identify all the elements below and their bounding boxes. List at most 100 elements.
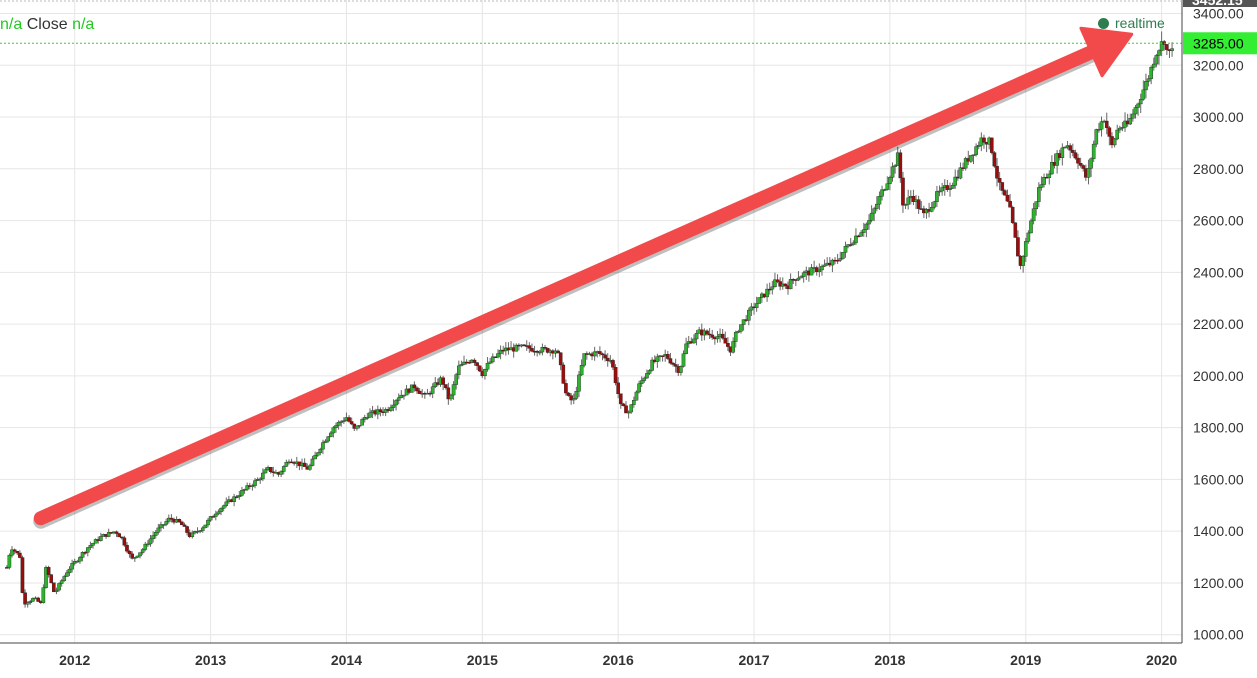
candle-down (558, 352, 563, 366)
candle-up (459, 364, 464, 367)
candle-up (809, 267, 814, 276)
candle-down (611, 360, 615, 368)
candle-up (200, 527, 205, 531)
candle-up (747, 309, 751, 321)
candle-down (1165, 44, 1169, 50)
candle-down (125, 544, 129, 552)
candle-up (1031, 208, 1036, 222)
candle-up (25, 602, 30, 605)
candle-down (997, 178, 1002, 183)
candle-up (1131, 113, 1135, 119)
candle-up (93, 539, 98, 544)
candle-down (347, 417, 351, 422)
candle-up (903, 204, 908, 206)
candle-down (472, 359, 477, 363)
candle-up (308, 465, 312, 470)
candle-up (245, 485, 249, 490)
candle-up (1159, 41, 1164, 51)
candle-up (571, 398, 576, 401)
candle-up (626, 411, 631, 414)
candle-down (814, 267, 819, 273)
candle-up (1141, 89, 1146, 100)
candle-down (169, 517, 174, 520)
candle-up (694, 333, 699, 340)
candle-up (10, 549, 14, 556)
candle-up (389, 407, 393, 411)
candle-down (1081, 165, 1086, 169)
candle-down (12, 549, 17, 552)
candle-up (135, 555, 140, 558)
candle-down (848, 244, 853, 246)
candle-up (851, 242, 856, 245)
candle-up (396, 397, 401, 401)
candle-down (417, 390, 422, 394)
candle-up (639, 380, 644, 384)
candle-down (23, 592, 27, 605)
candle-up (336, 422, 341, 426)
candle-up (65, 572, 69, 577)
candle-down (707, 333, 712, 336)
candle-up (650, 359, 654, 371)
candle-up (647, 370, 652, 374)
candle-up (216, 511, 221, 515)
candle-up (632, 400, 636, 405)
candle-up (67, 568, 72, 574)
candle-up (1026, 232, 1031, 242)
last-price-badge (1183, 32, 1257, 55)
candle-down (1008, 200, 1012, 208)
candle-down (898, 152, 903, 179)
candle-up (57, 583, 61, 591)
candle-up (242, 489, 247, 491)
candle-up (1136, 103, 1140, 108)
candle-up (888, 177, 892, 184)
candle-up (958, 167, 963, 179)
candle-down (493, 356, 498, 359)
candle-down (982, 137, 986, 143)
candle-up (1128, 117, 1133, 125)
candle-down (522, 344, 526, 347)
candle-down (726, 343, 730, 347)
candle-up (838, 258, 843, 261)
candle-up (281, 466, 286, 472)
candle-down (415, 387, 419, 392)
candle-up (498, 349, 503, 354)
candle-up (315, 452, 320, 456)
candle-up (514, 344, 519, 352)
trend-arrow-head (1079, 26, 1134, 78)
candle-up (44, 567, 48, 588)
candle-down (723, 337, 728, 344)
candle-up (1149, 67, 1153, 79)
candle-down (18, 552, 22, 558)
candle-up (1023, 241, 1028, 257)
candle-up (261, 472, 265, 480)
candle-down (527, 345, 532, 349)
y-tick-label: 2800.00 (1193, 161, 1244, 177)
candle-up (773, 279, 777, 288)
candle-down (613, 367, 618, 384)
candle-up (875, 203, 879, 209)
candle-down (705, 330, 709, 335)
candle-down (177, 519, 182, 523)
candle-up (1050, 162, 1054, 175)
candle-up (935, 191, 939, 202)
candle-down (180, 521, 184, 526)
legend-open-value: n/a (0, 16, 23, 33)
candle-up (323, 440, 328, 443)
candle-up (830, 259, 835, 266)
candle-down (302, 462, 307, 467)
candle-down (564, 383, 568, 394)
candle-up (906, 197, 910, 205)
candle-up (1029, 220, 1033, 234)
candle-up (801, 272, 806, 277)
candle-up (890, 166, 895, 178)
candle-up (799, 276, 803, 279)
candle-up (642, 377, 647, 381)
y-tick-label: 1800.00 (1193, 420, 1244, 436)
top-value-label: 3452.15 (1192, 0, 1243, 8)
candle-up (1151, 63, 1156, 68)
candle-up (59, 580, 64, 584)
candle-up (365, 417, 370, 419)
candle-up (754, 303, 759, 308)
